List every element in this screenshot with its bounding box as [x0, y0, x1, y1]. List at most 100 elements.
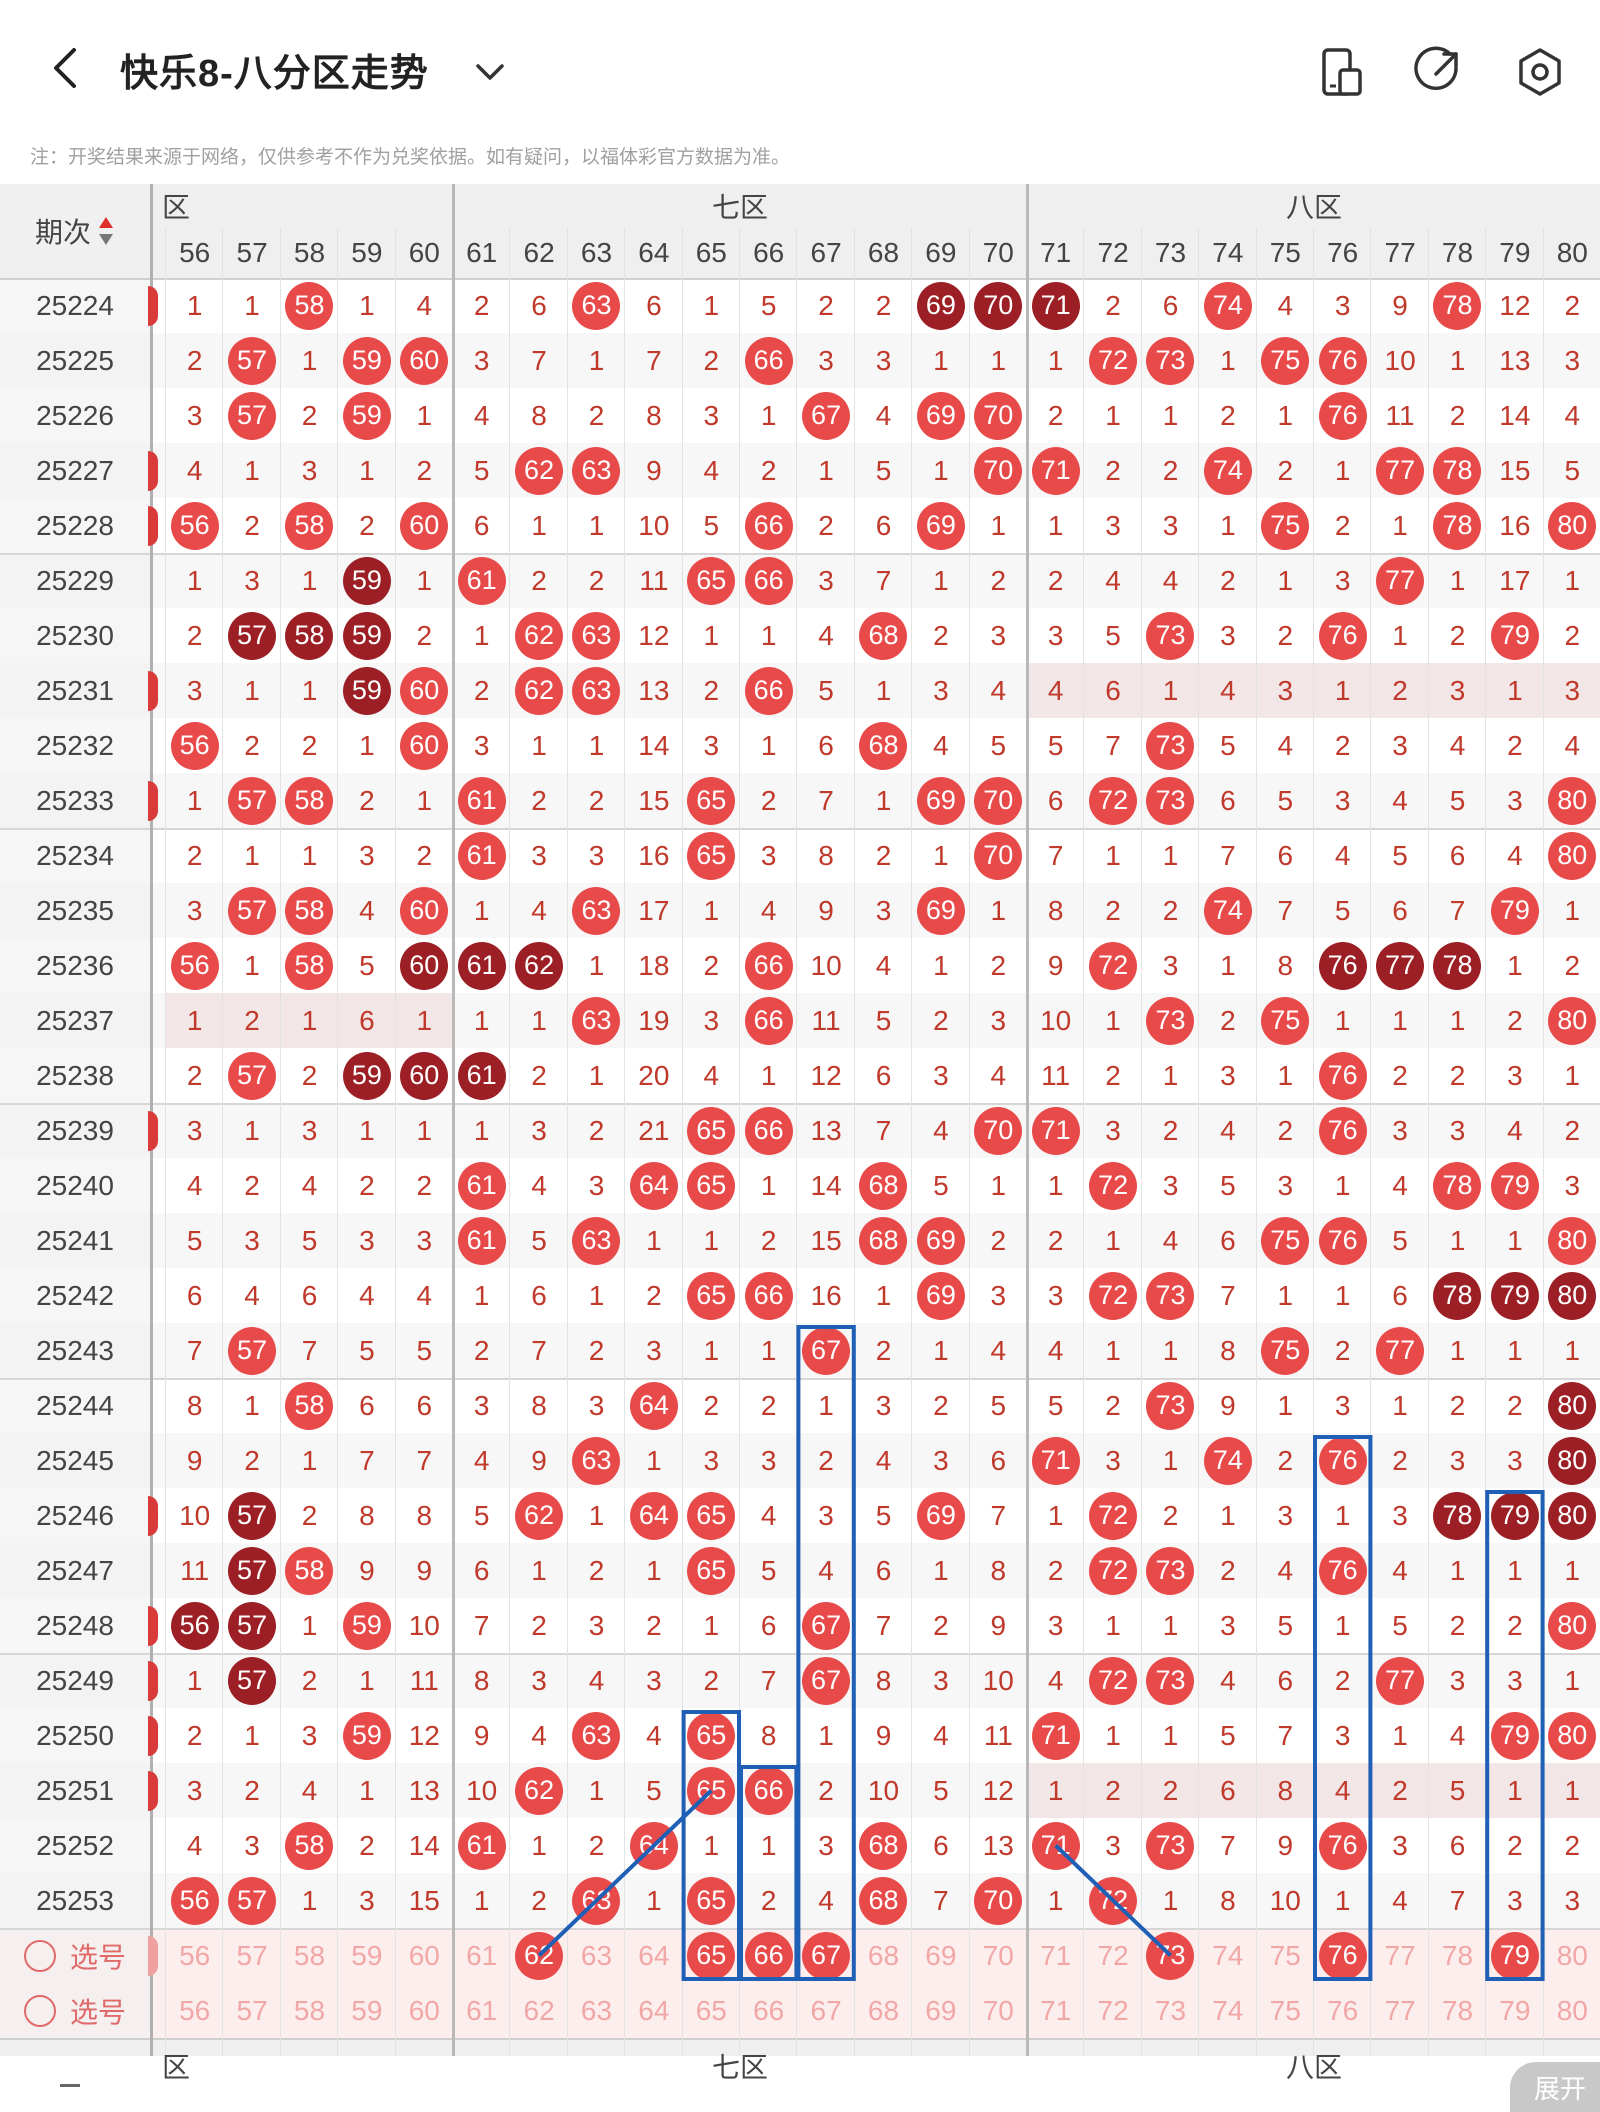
select-number[interactable]: 57 [236, 1939, 268, 1971]
select-number[interactable]: 77 [1384, 1939, 1416, 1971]
select-number-cell[interactable]: 67 [797, 1928, 854, 1983]
select-number-cell[interactable]: 80 [1544, 1928, 1600, 1983]
select-number-cell[interactable]: 62 [510, 1928, 567, 1983]
select-number[interactable]: 76 [1327, 1994, 1359, 2026]
radio-circle-icon[interactable] [23, 1994, 56, 2027]
issue-header[interactable]: 期次 [0, 184, 150, 278]
select-number-cell[interactable]: 76 [1314, 1928, 1371, 1983]
select-number[interactable]: 60 [408, 1939, 440, 1971]
select-number[interactable]: 66 [753, 1994, 785, 2026]
select-number[interactable]: 75 [1269, 1939, 1301, 1971]
select-number[interactable]: 59 [351, 1939, 383, 1971]
select-number-cell[interactable]: 77 [1371, 1928, 1428, 1983]
selected-number-ball[interactable]: 62 [515, 1931, 564, 1980]
select-number[interactable]: 79 [1499, 1994, 1531, 2026]
select-number-cell[interactable]: 61 [453, 1983, 510, 2038]
select-number-cell[interactable]: 62 [510, 1983, 567, 2038]
select-number-cell[interactable]: 57 [223, 1983, 280, 2038]
select-number-cell[interactable]: 70 [970, 1983, 1027, 2038]
chevron-down-icon[interactable] [470, 54, 510, 90]
select-number-cell[interactable]: 72 [1084, 1928, 1141, 1983]
select-number[interactable]: 77 [1384, 1994, 1416, 2026]
select-number-cell[interactable]: 80 [1544, 1983, 1600, 2038]
select-number-cell[interactable]: 75 [1257, 1983, 1314, 2038]
select-number[interactable]: 72 [1097, 1994, 1129, 2026]
select-number[interactable]: 67 [810, 1994, 842, 2026]
select-number[interactable]: 63 [580, 1939, 613, 1971]
select-number[interactable]: 73 [1154, 1994, 1187, 2026]
select-number[interactable]: 63 [580, 1994, 613, 2026]
select-number[interactable]: 64 [638, 1939, 670, 1971]
select-row-toggle[interactable]: 选号 [0, 1983, 150, 2038]
select-number-cell[interactable]: 79 [1486, 1928, 1543, 1983]
select-number-cell[interactable]: 78 [1429, 1983, 1486, 2038]
select-number-cell[interactable]: 78 [1429, 1928, 1486, 1983]
select-number-cell[interactable]: 72 [1084, 1983, 1141, 2038]
radio-circle-icon[interactable] [23, 1939, 56, 1972]
select-number[interactable]: 70 [982, 1939, 1014, 1971]
select-number[interactable]: 74 [1212, 1939, 1244, 1971]
select-number-cell[interactable]: 74 [1199, 1983, 1256, 2038]
select-number[interactable]: 68 [867, 1994, 900, 2026]
select-number[interactable]: 69 [925, 1939, 957, 1971]
select-number-cell[interactable]: 77 [1371, 1983, 1428, 2038]
select-number-cell[interactable]: 66 [740, 1928, 797, 1983]
select-number[interactable]: 59 [351, 1994, 383, 2026]
select-number-cell[interactable]: 75 [1257, 1928, 1314, 1983]
select-number[interactable]: 60 [408, 1994, 440, 2026]
select-number-cell[interactable]: 58 [281, 1983, 338, 2038]
selected-number-ball[interactable]: 76 [1318, 1931, 1367, 1980]
selected-number-ball[interactable]: 73 [1146, 1931, 1195, 1980]
back-arrow-icon[interactable] [40, 40, 96, 96]
select-number-cell[interactable]: 59 [338, 1983, 395, 2038]
expand-button[interactable]: 展开 [1510, 2062, 1600, 2112]
select-number[interactable]: 80 [1556, 1939, 1588, 1971]
select-number[interactable]: 68 [867, 1939, 900, 1971]
select-number-cell[interactable]: 56 [166, 1928, 223, 1983]
layout-toggle-icon[interactable] [1314, 44, 1370, 100]
select-number-cell[interactable]: 69 [912, 1928, 969, 1983]
select-number-cell[interactable]: 71 [1027, 1983, 1084, 2038]
select-number-cell[interactable]: 76 [1314, 1983, 1371, 2038]
select-number[interactable]: 80 [1556, 1994, 1588, 2026]
select-number-cell[interactable]: 63 [568, 1928, 625, 1983]
settings-gear-icon[interactable] [1512, 44, 1568, 100]
select-number-cell[interactable]: 68 [855, 1928, 912, 1983]
select-number[interactable]: 78 [1441, 1939, 1474, 1971]
select-number-cell[interactable]: 56 [166, 1983, 223, 2038]
select-number[interactable]: 71 [1040, 1994, 1072, 2026]
select-row-toggle[interactable]: 选号 [0, 1928, 150, 1983]
select-number-cell[interactable]: 65 [683, 1983, 740, 2038]
selected-number-ball[interactable]: 79 [1490, 1931, 1539, 1980]
select-number-cell[interactable]: 60 [396, 1928, 453, 1983]
select-number-cell[interactable]: 63 [568, 1983, 625, 2038]
select-number[interactable]: 71 [1040, 1939, 1072, 1971]
select-number[interactable]: 58 [293, 1994, 326, 2026]
select-number[interactable]: 70 [982, 1994, 1014, 2026]
select-number[interactable]: 58 [293, 1939, 326, 1971]
select-number[interactable]: 56 [179, 1939, 211, 1971]
share-icon[interactable] [1410, 44, 1466, 100]
select-number[interactable]: 72 [1097, 1939, 1129, 1971]
select-number[interactable]: 56 [179, 1994, 211, 2026]
sort-toggle-icon[interactable] [97, 215, 115, 247]
select-number-cell[interactable]: 59 [338, 1928, 395, 1983]
select-number[interactable]: 57 [236, 1994, 268, 2026]
selected-number-ball[interactable]: 65 [687, 1931, 736, 1980]
select-number-cell[interactable]: 73 [1142, 1928, 1199, 1983]
select-number-cell[interactable]: 70 [970, 1928, 1027, 1983]
select-number[interactable]: 61 [466, 1994, 498, 2026]
select-number-cell[interactable]: 61 [453, 1928, 510, 1983]
selected-number-ball[interactable]: 67 [802, 1931, 851, 1980]
select-number-cell[interactable]: 66 [740, 1983, 797, 2038]
select-number-cell[interactable]: 69 [912, 1983, 969, 2038]
select-number-cell[interactable]: 74 [1199, 1928, 1256, 1983]
select-number[interactable]: 64 [638, 1994, 670, 2026]
select-number-cell[interactable]: 57 [223, 1928, 280, 1983]
select-number-cell[interactable]: 64 [625, 1928, 682, 1983]
select-number[interactable]: 75 [1269, 1994, 1301, 2026]
select-number-cell[interactable]: 58 [281, 1928, 338, 1983]
select-number[interactable]: 69 [925, 1994, 957, 2026]
select-number[interactable]: 78 [1441, 1994, 1474, 2026]
select-number[interactable]: 62 [523, 1994, 555, 2026]
